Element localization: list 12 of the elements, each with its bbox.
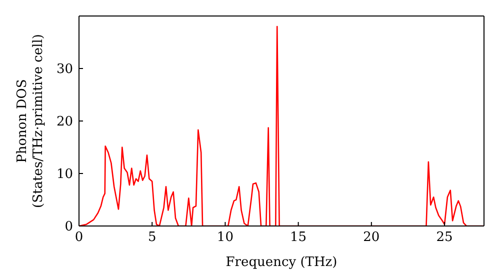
y-tick-label: 30 [56,62,73,78]
x-tick-label: 5 [148,230,156,246]
y-tick-label: 10 [56,167,73,182]
y-axis-title: Phonon DOS (States/THz·primitive cell) [15,34,46,208]
x-tick-label: 25 [436,230,453,246]
x-tick-label: 20 [363,230,380,246]
x-tick-label: 10 [216,230,234,246]
x-axis-title: Frequency (THz) [226,255,338,270]
y-tick-label: 0 [64,220,73,235]
y-tick-label: 20 [56,114,73,130]
x-tick-label: 0 [74,230,84,246]
x-tick-label: 15 [290,230,307,246]
